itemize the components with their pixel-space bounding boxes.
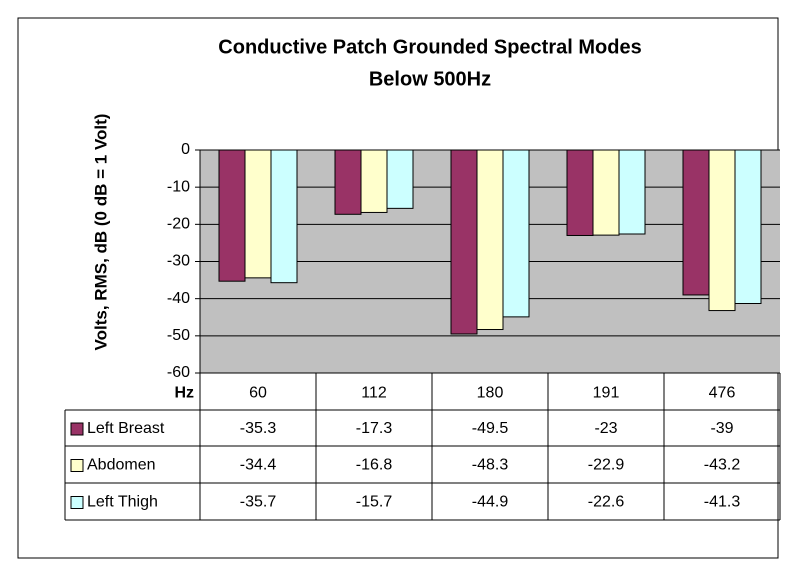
bar bbox=[502, 149, 530, 318]
y-tick-label: -30 bbox=[167, 253, 190, 270]
legend-label: Abdomen bbox=[87, 457, 156, 474]
y-tick-label: 0 bbox=[181, 141, 190, 158]
bar bbox=[450, 149, 478, 335]
x-tick-label: 112 bbox=[361, 385, 387, 402]
table-value: -48.3 bbox=[472, 457, 509, 474]
table-value: -22.9 bbox=[588, 457, 625, 474]
y-tick-label: -20 bbox=[167, 216, 190, 233]
legend-key bbox=[70, 459, 84, 472]
table-value: -16.8 bbox=[356, 457, 393, 474]
bar bbox=[244, 149, 272, 279]
table-value: -35.3 bbox=[240, 420, 277, 437]
chart-title: Conductive Patch Grounded Spectral Modes bbox=[218, 36, 641, 58]
table-value: -44.9 bbox=[472, 494, 509, 511]
bar bbox=[270, 149, 298, 284]
bar bbox=[334, 149, 362, 215]
bar bbox=[592, 149, 620, 236]
legend-label: Left Thigh bbox=[87, 494, 158, 511]
x-axis-label: Hz bbox=[174, 385, 194, 402]
x-tick-label: 60 bbox=[249, 385, 267, 402]
y-tick-label: -60 bbox=[167, 364, 190, 381]
x-tick-label: 180 bbox=[477, 385, 504, 402]
table-value: -49.5 bbox=[472, 420, 509, 437]
table-value: -43.2 bbox=[704, 457, 741, 474]
bar bbox=[708, 149, 736, 312]
table-value: -15.7 bbox=[356, 494, 393, 511]
bar bbox=[566, 149, 594, 236]
bar bbox=[476, 149, 504, 331]
table-value: -34.4 bbox=[240, 457, 277, 474]
bar bbox=[386, 149, 414, 209]
legend-label: Left Breast bbox=[87, 420, 165, 437]
bar bbox=[682, 149, 710, 296]
bar bbox=[218, 149, 246, 282]
x-tick-label: 476 bbox=[709, 385, 736, 402]
table-value: -41.3 bbox=[704, 494, 741, 511]
table-value: -35.7 bbox=[240, 494, 277, 511]
bar bbox=[734, 149, 762, 304]
chart-subtitle: Below 500Hz bbox=[369, 68, 491, 90]
legend-key bbox=[70, 496, 84, 509]
table-value: -17.3 bbox=[356, 420, 393, 437]
table-value: -22.6 bbox=[588, 494, 625, 511]
legend-key bbox=[70, 422, 84, 436]
y-tick-label: -40 bbox=[167, 290, 190, 307]
y-tick-label: -50 bbox=[167, 327, 190, 344]
table-value: -23 bbox=[594, 420, 617, 437]
x-tick-label: 191 bbox=[593, 385, 620, 402]
y-axis-label: Volts, RMS, dB (0 dB = 1 Volt) bbox=[91, 114, 110, 351]
bar bbox=[360, 149, 388, 213]
table-value: -39 bbox=[710, 420, 733, 437]
bar bbox=[618, 149, 646, 235]
y-tick-label: -10 bbox=[167, 178, 190, 195]
